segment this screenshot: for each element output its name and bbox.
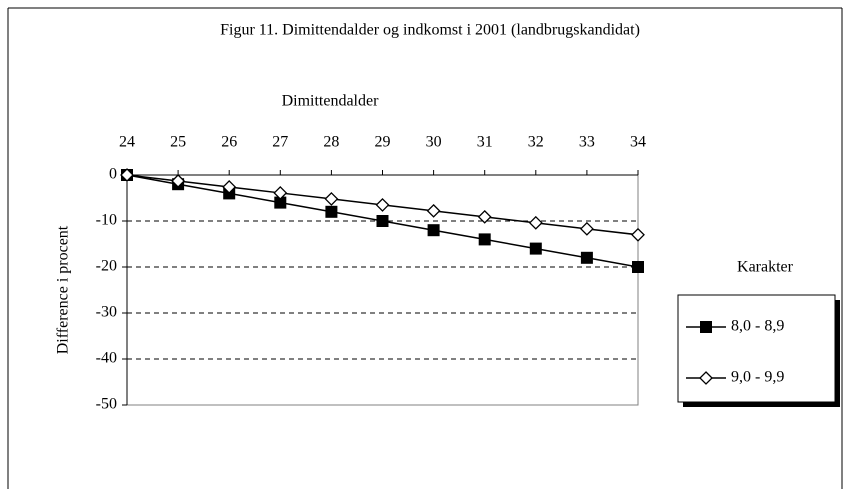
marker <box>274 196 287 209</box>
x-tick-label: 27 <box>272 134 288 151</box>
x-tick-label: 26 <box>221 134 237 151</box>
legend-box <box>677 294 836 403</box>
marker <box>528 215 543 230</box>
legend-marker <box>699 371 713 385</box>
y-tick-label: 0 <box>109 166 117 183</box>
x-tick-label: 25 <box>170 134 186 151</box>
marker <box>325 205 338 218</box>
y-tick-label: -50 <box>96 396 117 413</box>
marker <box>171 174 186 188</box>
marker <box>376 215 389 227</box>
legend-label: 8,0 - 8,9 <box>731 318 784 335</box>
legend-label: 9,0 - 9,9 <box>731 369 784 386</box>
marker <box>478 233 491 246</box>
marker <box>477 209 492 224</box>
marker <box>120 168 134 182</box>
marker <box>375 197 390 212</box>
marker <box>273 186 288 200</box>
x-tick-label: 29 <box>375 134 391 151</box>
marker <box>631 227 645 242</box>
x-tick-label: 28 <box>323 134 339 151</box>
x-tick-label: 32 <box>528 134 544 151</box>
x-tick-label: 33 <box>579 134 595 151</box>
marker <box>324 192 339 206</box>
x-tick-label: 30 <box>426 134 442 151</box>
y-tick-label: -40 <box>96 350 117 367</box>
marker <box>529 242 542 255</box>
y-tick-label: -30 <box>96 304 117 321</box>
y-axis-label: Difference i procent <box>55 225 72 354</box>
y-tick-label: -10 <box>96 212 117 229</box>
x-axis-label: Dimittendalder <box>282 93 380 110</box>
legend-marker <box>700 321 712 333</box>
marker <box>632 261 644 273</box>
plot-area <box>126 174 639 406</box>
marker <box>580 251 593 264</box>
x-tick-label: 31 <box>477 134 493 151</box>
marker <box>427 224 440 237</box>
x-tick-label: 34 <box>630 134 646 151</box>
chart-title: Figur 11. Dimittendalder og indkomst i 2… <box>220 22 640 39</box>
x-tick-label: 24 <box>119 134 135 151</box>
marker <box>222 180 237 194</box>
y-tick-label: -20 <box>96 258 117 275</box>
marker <box>579 221 594 236</box>
marker <box>426 203 441 218</box>
legend-title: Karakter <box>737 259 794 276</box>
